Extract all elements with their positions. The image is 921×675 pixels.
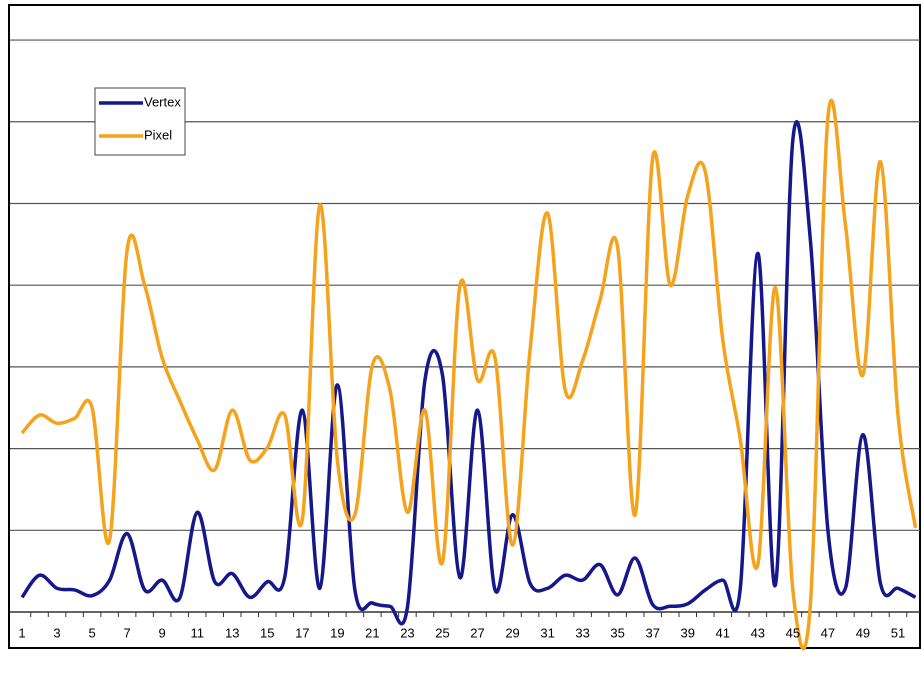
x-tick-label: 19 bbox=[330, 625, 344, 640]
x-tick-label: 41 bbox=[716, 625, 730, 640]
x-tick-label: 35 bbox=[610, 625, 624, 640]
x-tick-label: 5 bbox=[88, 625, 95, 640]
x-axis-labels: 1 3 5 7 9 11 13 15 17 19 21 23 25 27 29 31 33 35 37 39 41 43 4… bbox=[18, 612, 908, 640]
x-tick-label: 39 bbox=[681, 625, 695, 640]
x-tick-label: 11 bbox=[190, 625, 204, 640]
x-tick-label: 31 bbox=[540, 625, 554, 640]
x-tick-label: 47 bbox=[821, 625, 835, 640]
x-tick-label: 33 bbox=[575, 625, 589, 640]
x-tick-label: 43 bbox=[751, 625, 765, 640]
x-tick-label: 1 bbox=[18, 625, 25, 640]
series-line bbox=[20, 120, 917, 626]
legend-box bbox=[94, 87, 186, 156]
x-tick-label: 9 bbox=[159, 625, 166, 640]
x-tick-label: 3 bbox=[53, 625, 60, 640]
x-tick-label: 25 bbox=[435, 625, 449, 640]
x-tick-label: 29 bbox=[505, 625, 519, 640]
series-line bbox=[20, 98, 918, 651]
plot-lines bbox=[20, 98, 918, 651]
x-tick-label: 23 bbox=[400, 625, 414, 640]
x-tick-label: 17 bbox=[295, 625, 309, 640]
x-tick-label: 27 bbox=[470, 625, 484, 640]
x-tick-label: 13 bbox=[225, 625, 239, 640]
x-tick-label: 37 bbox=[645, 625, 659, 640]
x-tick-label: 15 bbox=[260, 625, 274, 640]
x-tick-label: 51 bbox=[891, 625, 905, 640]
x-tick-label: 45 bbox=[786, 625, 800, 640]
x-tick-label: 7 bbox=[124, 625, 131, 640]
x-tick-label: 21 bbox=[365, 625, 379, 640]
x-tick-label: 49 bbox=[856, 625, 870, 640]
legend-label: Pixel bbox=[144, 127, 172, 142]
legend-label: Vertex bbox=[144, 94, 181, 109]
legend: Vertex Pixel bbox=[94, 87, 186, 156]
